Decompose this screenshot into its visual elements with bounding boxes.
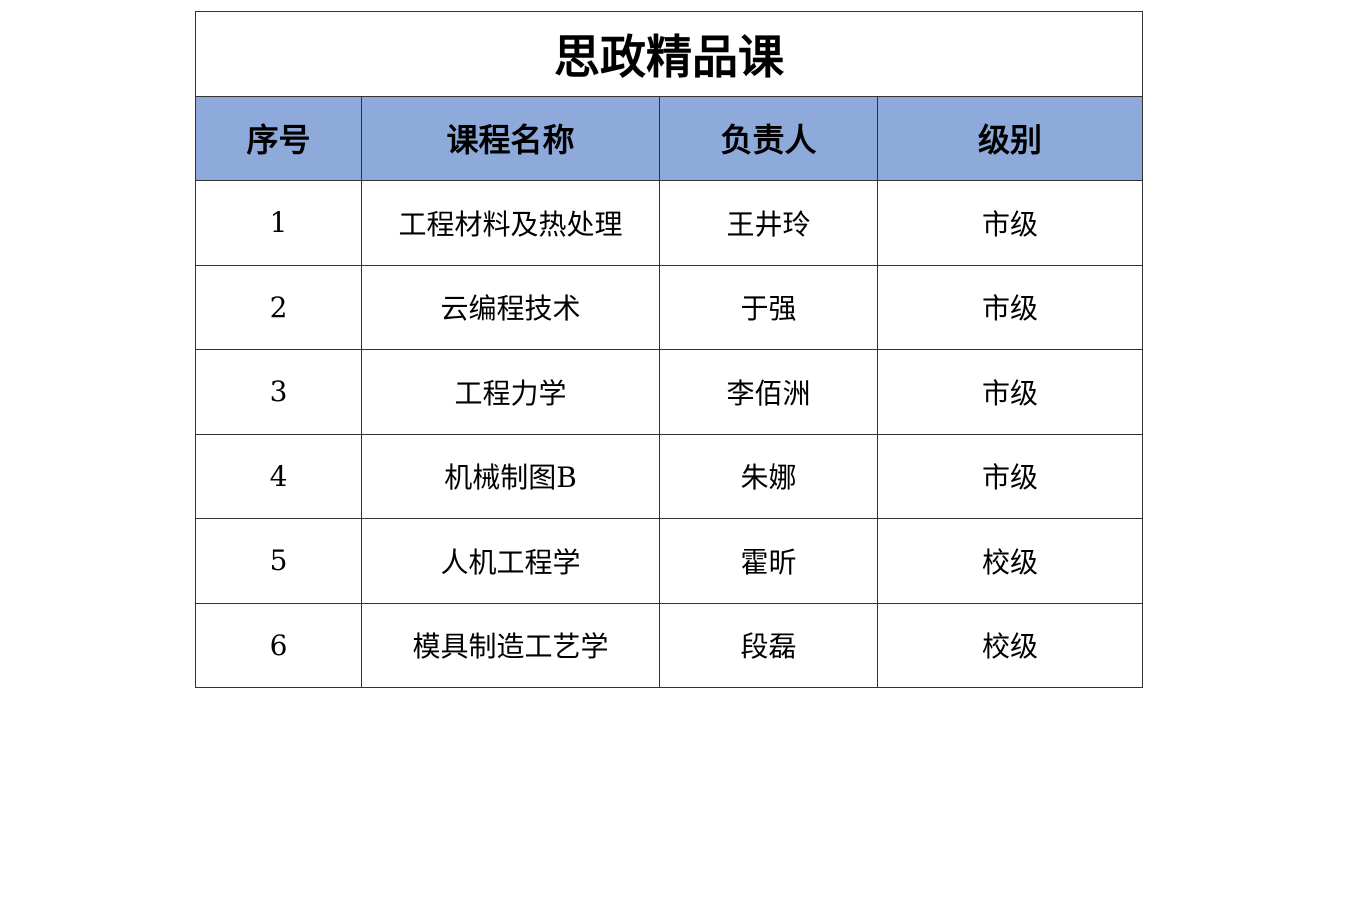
index-cell: 3 [195,349,362,435]
table-row: 1 工程材料及热处理 王井玲 市级 [195,180,1143,266]
index-cell: 4 [195,433,362,519]
owner-cell: 李佰洲 [659,349,878,435]
column-header-level: 级别 [877,95,1143,181]
table-row: 6 模具制造工艺学 段磊 校级 [195,602,1143,688]
table-row: 2 云编程技术 于强 市级 [195,264,1143,350]
column-header-index: 序号 [195,95,362,181]
table-row: 4 机械制图B 朱娜 市级 [195,433,1143,519]
index-cell: 5 [195,518,362,604]
table-row: 5 人机工程学 霍昕 校级 [195,518,1143,604]
course-name-cell: 工程材料及热处理 [361,180,660,266]
index-cell: 2 [195,264,362,350]
table-row: 3 工程力学 李佰洲 市级 [195,349,1143,435]
course-name-cell: 云编程技术 [361,264,660,350]
level-cell: 市级 [877,349,1143,435]
level-cell: 市级 [877,180,1143,266]
header-row: 序号 课程名称 负责人 级别 [195,95,1143,181]
level-cell: 市级 [877,433,1143,519]
index-cell: 6 [195,602,362,688]
owner-cell: 霍昕 [659,518,878,604]
owner-cell: 段磊 [659,602,878,688]
course-table: 思政精品课 序号 课程名称 负责人 级别 1 工程材料及热处理 王井玲 市级 2 云编程技… [195,11,1143,688]
owner-cell: 王井玲 [659,180,878,266]
owner-cell: 朱娜 [659,433,878,519]
course-name-cell: 模具制造工艺学 [361,602,660,688]
course-name-cell: 人机工程学 [361,518,660,604]
title-row: 思政精品课 [195,11,1143,97]
course-name-cell: 机械制图B [361,433,660,519]
column-header-course-name: 课程名称 [361,95,660,181]
page-title: 思政精品课 [195,11,1143,97]
level-cell: 市级 [877,264,1143,350]
level-cell: 校级 [877,602,1143,688]
owner-cell: 于强 [659,264,878,350]
course-name-cell: 工程力学 [361,349,660,435]
column-header-owner: 负责人 [659,95,878,181]
index-cell: 1 [195,180,362,266]
level-cell: 校级 [877,518,1143,604]
